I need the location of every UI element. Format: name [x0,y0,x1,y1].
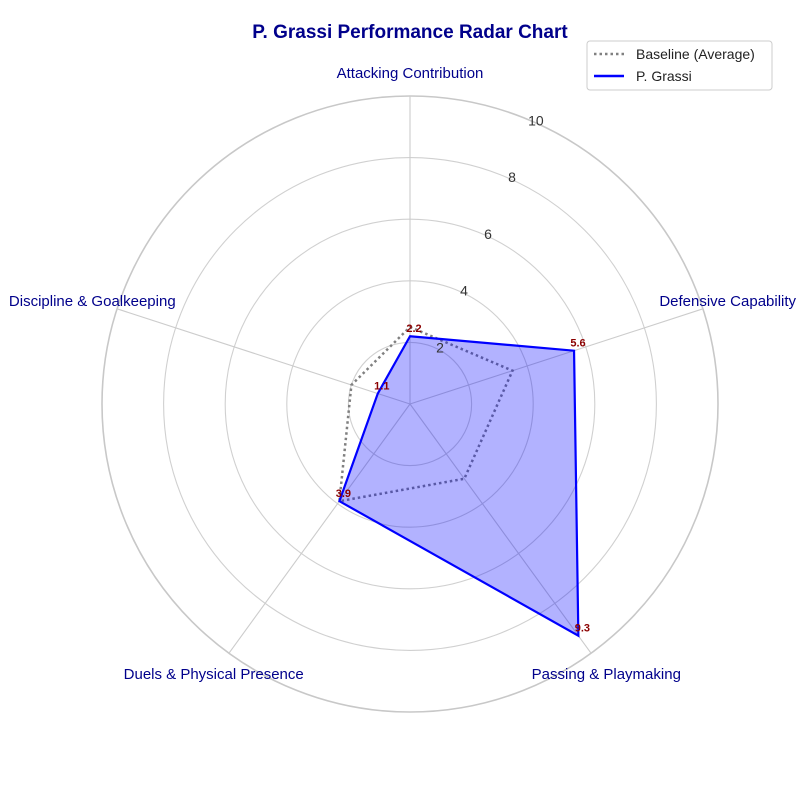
radial-tick-label: 2 [436,339,444,355]
spoke-duels-physical-presence [228,403,411,654]
axis-label-passing-playmaking: Passing & Playmaking [532,666,681,683]
radial-tick-label: 6 [484,226,492,242]
legend: Baseline (Average) P. Grassi [586,40,773,91]
spoke-defensive-capability [409,308,704,405]
radial-tick-label: 4 [460,283,468,299]
chart-title: P. Grassi Performance Radar Chart [252,22,568,43]
axis-label-duels-physical-presence: Duels & Physical Presence [124,666,304,683]
legend-frame [586,40,773,91]
axis-label-attacking-contribution: Attacking Contribution [337,65,484,82]
radar-labels: 2 4 6 8 10 Attacking Contribution Defensive Ca… [9,65,797,683]
series-grassi [338,335,580,638]
data-label: 5.6 [570,338,585,350]
axis-label-defensive-capability: Defensive Capability [659,293,796,310]
legend-label-grassi: P. Grassi [636,68,692,84]
radial-tick-label: 8 [508,169,516,185]
data-label: 2.2 [406,323,421,335]
series-baseline [337,325,515,503]
radial-tick-label: 10 [528,112,544,128]
radar-grid [101,95,719,713]
radar-series [337,325,580,638]
data-label: 3.9 [336,488,351,500]
spoke-passing-playmaking [409,403,592,654]
legend-label-baseline: Baseline (Average) [636,46,755,62]
data-label: 1.1 [374,381,389,393]
data-label: 9.3 [575,623,590,635]
spoke-discipline-goalkeeping [116,308,411,405]
axis-label-discipline-goalkeeping: Discipline & Goalkeeping [9,293,176,310]
